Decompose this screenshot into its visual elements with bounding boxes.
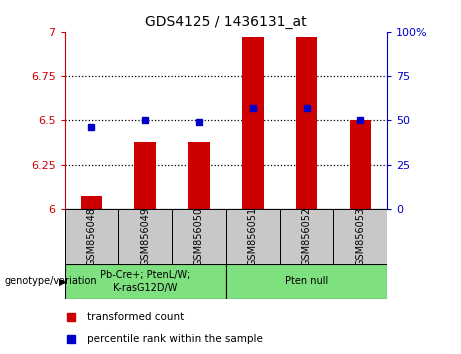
Bar — [333, 209, 387, 264]
Text: GSM856051: GSM856051 — [248, 207, 258, 266]
Text: GSM856050: GSM856050 — [194, 207, 204, 266]
Bar — [65, 209, 118, 264]
Text: Pten null: Pten null — [285, 276, 328, 286]
Text: genotype/variation: genotype/variation — [5, 276, 97, 286]
Bar — [188, 142, 210, 209]
Text: percentile rank within the sample: percentile rank within the sample — [87, 334, 263, 344]
Bar — [135, 142, 156, 209]
Bar — [118, 209, 172, 264]
Text: ▶: ▶ — [59, 276, 66, 286]
Bar — [226, 209, 280, 264]
Text: GSM856048: GSM856048 — [86, 207, 96, 266]
Bar — [172, 209, 226, 264]
Bar — [81, 196, 102, 209]
Text: GSM856049: GSM856049 — [140, 207, 150, 266]
Text: GSM856052: GSM856052 — [301, 207, 312, 266]
Text: Pb-Cre+; PtenL/W;
K-rasG12D/W: Pb-Cre+; PtenL/W; K-rasG12D/W — [100, 270, 190, 293]
Text: GSM856053: GSM856053 — [355, 207, 366, 266]
Bar — [296, 37, 317, 209]
Title: GDS4125 / 1436131_at: GDS4125 / 1436131_at — [145, 16, 307, 29]
Bar — [242, 37, 264, 209]
Bar — [65, 264, 226, 299]
Text: transformed count: transformed count — [87, 312, 184, 322]
Bar — [349, 120, 371, 209]
Bar — [226, 264, 387, 299]
Bar — [280, 209, 333, 264]
